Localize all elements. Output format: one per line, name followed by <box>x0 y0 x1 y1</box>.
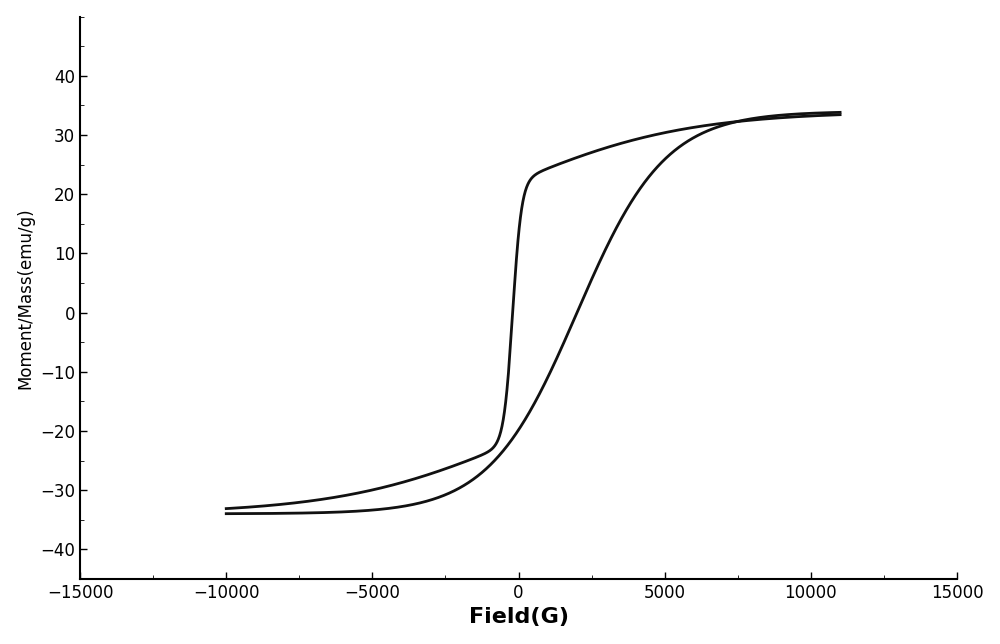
Y-axis label: Moment/Mass(emu/g): Moment/Mass(emu/g) <box>17 207 35 388</box>
X-axis label: Field(G): Field(G) <box>469 607 569 627</box>
